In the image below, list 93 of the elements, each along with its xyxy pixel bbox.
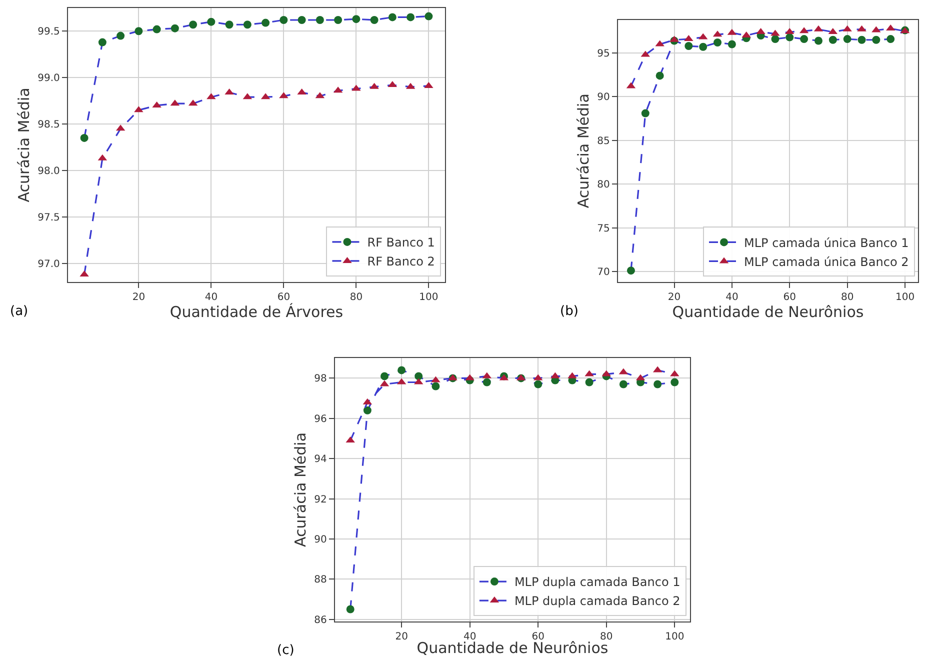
legend-label: MLP dupla camada Banco 2 <box>514 594 680 608</box>
point <box>225 20 234 29</box>
point <box>714 38 722 47</box>
y-tick-label: 85 <box>597 136 610 147</box>
point <box>872 36 880 44</box>
point <box>406 13 415 22</box>
point <box>346 605 354 614</box>
x-tick-label: 80 <box>840 292 854 304</box>
point <box>398 366 406 374</box>
point <box>352 15 360 24</box>
x-tick-label: 80 <box>350 292 363 304</box>
point <box>189 20 198 29</box>
x-tick-label: 20 <box>132 292 146 304</box>
point <box>380 372 388 380</box>
x-tick-label: 100 <box>419 292 438 304</box>
point <box>684 42 693 50</box>
legend-label: MLP camada única Banco 2 <box>744 254 909 269</box>
y-tick-label: 95 <box>597 48 610 60</box>
point <box>152 25 161 34</box>
point <box>800 35 808 44</box>
point <box>843 35 852 44</box>
y-tick-label: 75 <box>597 223 610 234</box>
y-axis-title: Acurácia Média <box>291 432 310 547</box>
x-axis-title: Quantidade de Árvores <box>170 303 344 322</box>
point <box>98 38 106 46</box>
point <box>656 72 664 80</box>
point <box>370 16 378 24</box>
point <box>619 380 628 388</box>
point <box>363 406 372 414</box>
point <box>80 134 88 142</box>
point <box>432 382 440 390</box>
point <box>334 16 342 24</box>
y-tick-label: 97.5 <box>38 212 60 224</box>
x-tick-label: 100 <box>665 631 684 642</box>
legend-label: MLP dupla camada Banco 1 <box>514 575 680 590</box>
y-tick-label: 90 <box>597 92 610 104</box>
x-tick-label: 20 <box>668 292 681 304</box>
point <box>654 380 662 388</box>
point <box>414 372 423 380</box>
point <box>641 109 650 118</box>
point <box>626 266 635 275</box>
point <box>534 380 542 388</box>
y-tick-label: 99.5 <box>38 26 60 38</box>
point <box>388 13 396 22</box>
point <box>786 33 794 42</box>
y-tick-label: 98 <box>314 374 327 385</box>
y-tick-label: 94 <box>314 454 327 466</box>
text: (a) <box>10 304 28 319</box>
point <box>207 18 216 26</box>
point <box>134 27 143 36</box>
y-axis-title: Acurácia Média <box>14 88 33 202</box>
x-tick-label: 60 <box>277 292 290 304</box>
point <box>116 32 125 40</box>
point <box>828 36 837 44</box>
point <box>298 16 306 24</box>
point <box>886 35 895 44</box>
legend-label: RF Banco 2 <box>367 254 435 269</box>
y-tick-label: 70 <box>597 266 610 278</box>
point <box>670 378 679 386</box>
y-tick-label: 92 <box>314 494 327 506</box>
y-tick-label: 98.5 <box>38 120 60 131</box>
y-tick-label: 97.0 <box>38 258 60 270</box>
y-tick-label: 88 <box>314 574 327 586</box>
y-tick-label: 96 <box>314 414 327 425</box>
point <box>482 378 491 386</box>
y-tick-label: 86 <box>314 614 327 626</box>
legend-label: RF Banco 1 <box>367 236 435 250</box>
legend-label: MLP camada única Banco 1 <box>744 236 909 250</box>
point <box>771 35 780 44</box>
point <box>728 40 736 48</box>
y-tick-label: 99.0 <box>38 73 60 84</box>
point <box>170 24 179 32</box>
y-tick-label: 90 <box>314 534 327 546</box>
text: (b) <box>560 304 578 319</box>
point <box>858 36 866 44</box>
y-tick-label: 98.0 <box>38 166 60 177</box>
x-tick-label: 60 <box>783 292 796 304</box>
point <box>585 378 594 386</box>
point <box>280 16 288 24</box>
x-tick-label: 40 <box>204 292 218 304</box>
y-tick-label: 80 <box>597 180 610 191</box>
x-tick-label: 20 <box>395 631 408 642</box>
text: (c) <box>277 643 294 657</box>
x-axis-title: Quantidade de Neurônios <box>672 303 864 322</box>
x-tick-label: 40 <box>726 292 738 304</box>
point <box>262 18 270 27</box>
point <box>316 16 324 24</box>
y-axis-title: Acurácia Média <box>574 94 592 208</box>
point <box>814 36 822 45</box>
x-tick-label: 100 <box>895 292 915 304</box>
point <box>243 20 252 29</box>
point <box>424 12 433 20</box>
point <box>699 42 708 51</box>
